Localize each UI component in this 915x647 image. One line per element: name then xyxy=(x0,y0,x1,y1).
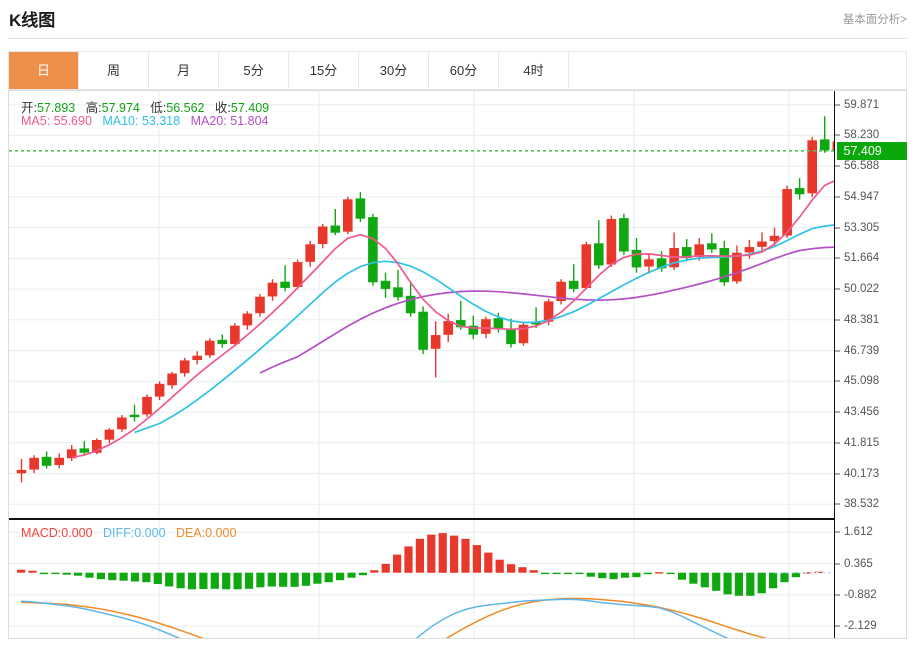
ma5-label: MA5: xyxy=(21,114,51,128)
price-tick-label: 38.532 xyxy=(844,498,880,511)
tab-2[interactable]: 周 xyxy=(79,52,149,89)
price-tick-mark xyxy=(835,473,840,475)
price-tick-label: 48.381 xyxy=(844,313,880,326)
ma10-value: 53.318 xyxy=(141,114,181,128)
macd-tick-label: 0.365 xyxy=(844,557,873,570)
price-tick-mark xyxy=(835,319,840,321)
header-divider xyxy=(8,38,907,39)
ma10-label: MA10: xyxy=(102,114,139,128)
ma20-value: 51.804 xyxy=(230,114,269,128)
ma20-label: MA20: xyxy=(190,114,227,128)
macd-tick-label: -2.129 xyxy=(844,620,877,633)
price-tick-label: 59.871 xyxy=(844,98,880,111)
price-tick-mark xyxy=(835,196,840,198)
open-value: 57.893 xyxy=(36,101,76,115)
tab-3[interactable]: 月 xyxy=(149,52,219,89)
moving-average-legend: MA5: 55.690 MA10: 53.318 MA20: 51.804 xyxy=(21,114,268,128)
price-tick-mark xyxy=(835,380,840,382)
macd-indicator-svg xyxy=(9,520,834,638)
price-candlestick-svg xyxy=(9,91,834,518)
low-label: 低: xyxy=(150,101,167,115)
macd-tick-mark xyxy=(835,625,840,627)
price-tick-label: 46.739 xyxy=(844,344,880,357)
price-tick-mark xyxy=(835,165,840,167)
ma5-value: 55.690 xyxy=(53,114,92,128)
price-tick-mark xyxy=(835,411,840,413)
page-title: K线图 xyxy=(9,11,56,30)
dea-value: 0.000 xyxy=(205,526,237,540)
tab-7[interactable]: 60分 xyxy=(429,52,499,89)
price-tick-mark xyxy=(835,257,840,259)
price-tick-mark xyxy=(835,350,840,352)
panel-divider xyxy=(9,518,834,520)
price-axis: 59.871 58.230 57.409 56.588 54.947 53.305 51.6… xyxy=(834,91,907,638)
tab-4[interactable]: 5分 xyxy=(219,52,289,89)
close-label: 收: xyxy=(214,101,231,115)
price-tick-mark xyxy=(835,503,840,505)
tabbar-filler xyxy=(569,52,906,89)
period-tabbar: 日周月 5分 15分 30分 60分 4时 xyxy=(8,51,907,90)
ohlc-legend: 开:57.893 高:57.974 低:56.562 收:57.409 xyxy=(21,97,269,116)
macd-legend: MACD:0.000 DIFF:0.000 DEA:0.000 xyxy=(21,526,236,540)
dea-label: DEA: xyxy=(175,526,206,540)
diff-label: DIFF: xyxy=(102,526,135,540)
current-price-badge: 57.409 xyxy=(836,141,907,160)
macd-tick-label: 1.612 xyxy=(844,526,873,539)
diff-value: 0.000 xyxy=(134,526,166,540)
close-value: 57.409 xyxy=(230,101,270,115)
macd-tick-mark xyxy=(835,594,840,596)
price-tick-label: 51.664 xyxy=(844,252,880,265)
price-tick-label: 58.230 xyxy=(844,129,880,142)
price-tick-mark xyxy=(835,227,840,229)
low-value: 56.562 xyxy=(166,101,205,115)
price-tick-mark xyxy=(835,134,840,136)
macd-plot[interactable]: MACD:0.000 DIFF:0.000 DEA:0.000 xyxy=(9,520,834,638)
tab-8[interactable]: 4时 xyxy=(499,52,569,89)
macd-tick-mark xyxy=(835,531,840,533)
tab-5[interactable]: 15分 xyxy=(289,52,359,89)
price-plot[interactable] xyxy=(9,91,834,518)
high-label: 高: xyxy=(85,101,102,115)
macd-tick-mark xyxy=(835,563,840,565)
macd-value: 0.000 xyxy=(61,526,93,540)
price-tick-label: 40.173 xyxy=(844,467,880,480)
price-tick-label: 41.815 xyxy=(844,436,880,449)
price-tick-mark xyxy=(835,442,840,444)
price-tick-mark xyxy=(835,288,840,290)
price-tick-mark xyxy=(835,104,840,106)
tab-1[interactable]: 日 xyxy=(9,52,79,89)
chart-frame: 开:57.893 高:57.974 低:56.562 收:57.409 MA5:… xyxy=(8,90,907,639)
open-label: 开: xyxy=(21,101,37,115)
price-tick-label: 56.588 xyxy=(844,160,880,173)
price-tick-label: 53.305 xyxy=(844,221,880,234)
tab-6[interactable]: 30分 xyxy=(359,52,429,89)
macd-tick-label: -0.882 xyxy=(844,588,877,601)
price-tick-label: 50.022 xyxy=(844,283,880,296)
price-tick-label: 54.947 xyxy=(844,190,880,203)
high-value: 57.974 xyxy=(101,101,140,115)
fundamental-analysis-link[interactable]: 基本面分析> xyxy=(842,14,907,26)
price-tick-label: 43.456 xyxy=(844,406,880,419)
page-header: K线图 基本面分析> xyxy=(0,0,915,40)
price-tick-label: 45.098 xyxy=(844,375,880,388)
macd-label: MACD: xyxy=(21,526,62,540)
